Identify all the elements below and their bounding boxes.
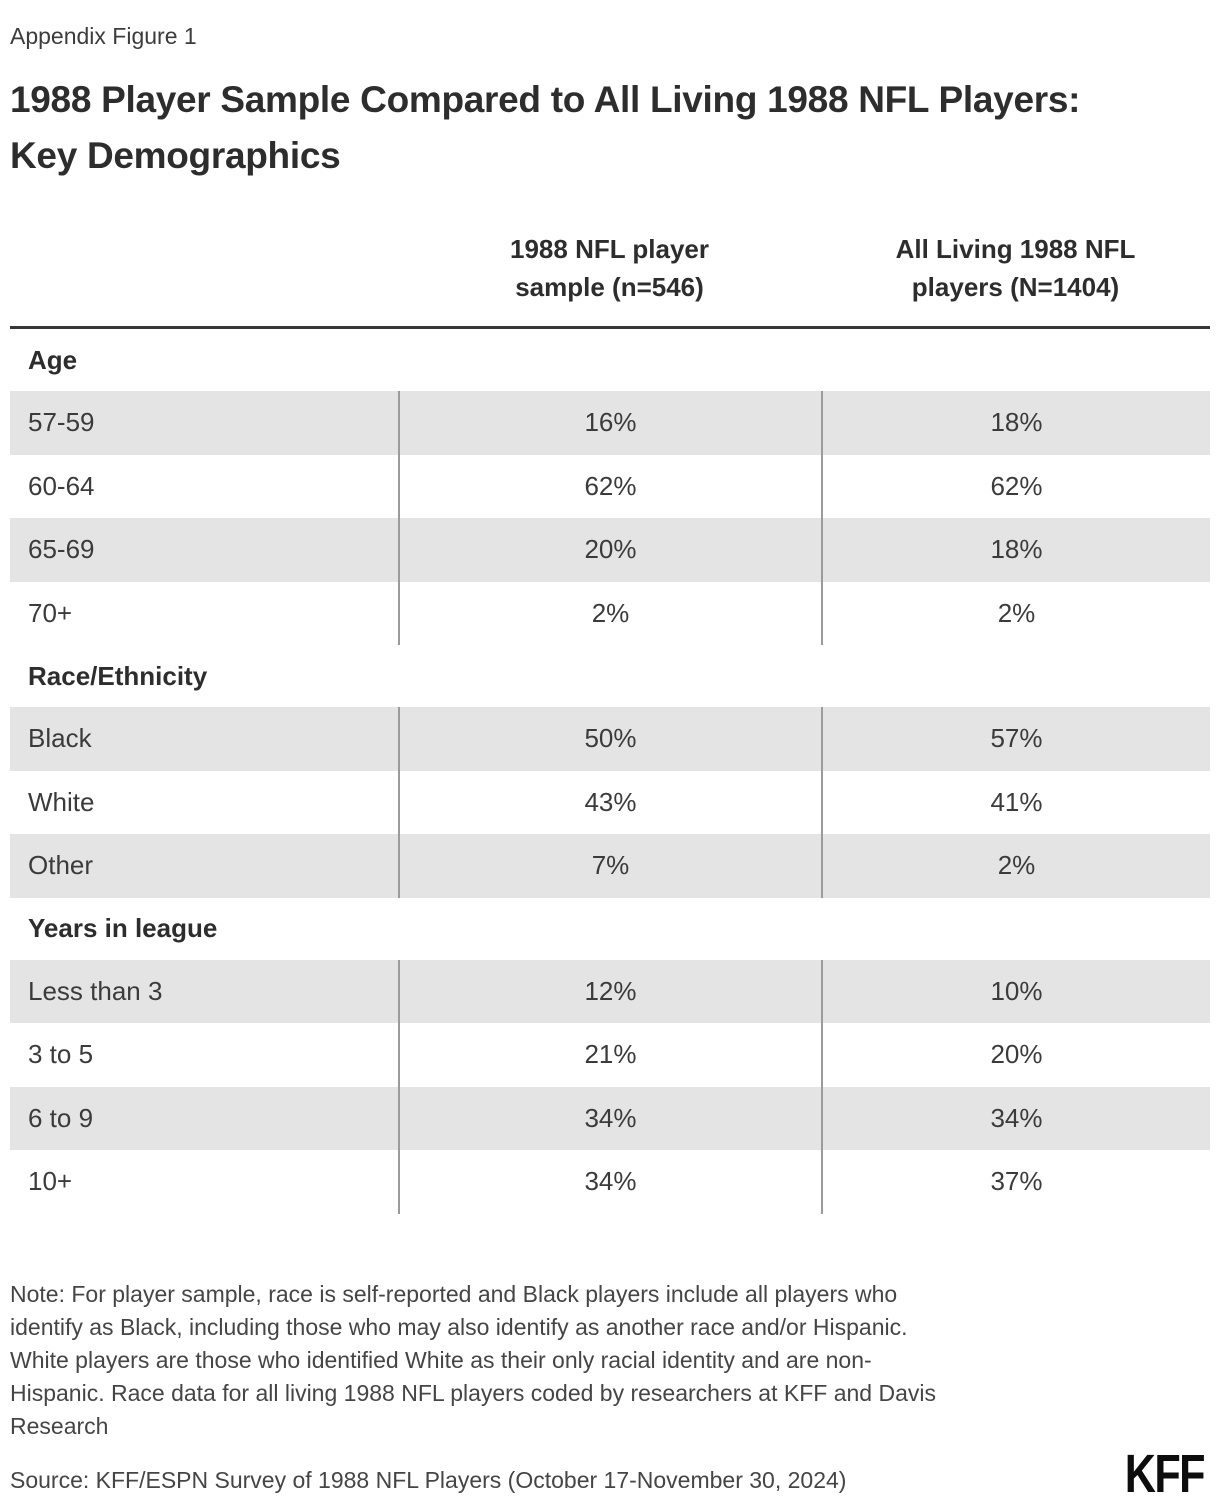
row-label: Other: [28, 850, 94, 881]
cell-sample-value: 2%: [398, 581, 821, 645]
cell-sample-value: 62%: [398, 454, 821, 518]
note-line-2: identify as Black, including those who m…: [10, 1313, 908, 1340]
row-label: 6 to 9: [28, 1102, 94, 1133]
kff-logo: KFF: [1124, 1443, 1206, 1504]
column-header-sample-line-2: sample (n=546): [515, 272, 704, 302]
table-row: 60-64 62% 62%: [10, 454, 1210, 518]
table-row: 70+ 2% 2%: [10, 581, 1210, 645]
row-label: Less than 3: [28, 975, 163, 1006]
cell-sample-value: 16%: [398, 391, 821, 455]
section-header-years-in-league: Years in league: [28, 913, 218, 943]
row-label: 65-69: [28, 534, 95, 565]
cell-sample-value: 21%: [398, 1023, 821, 1087]
cell-all-value: 20%: [821, 1023, 1210, 1087]
row-label: 10+: [28, 1166, 73, 1197]
column-header-spacer: [10, 230, 398, 306]
table-row: 65-69 20% 18%: [10, 518, 1210, 582]
cell-all-value: 57%: [821, 707, 1210, 771]
cell-all-value: 2%: [821, 581, 1210, 645]
table-row: 3 to 5 21% 20%: [10, 1023, 1210, 1087]
page-title: 1988 Player Sample Compared to All Livin…: [10, 72, 1210, 184]
table-row: Other 7% 2%: [10, 834, 1210, 898]
note-line-3: White players are those who identified W…: [10, 1346, 872, 1373]
table-row: 10+ 34% 37%: [10, 1150, 1210, 1214]
column-header-row: 1988 NFL player sample (n=546) All Livin…: [10, 230, 1210, 306]
cell-all-value: 10%: [821, 959, 1210, 1023]
cell-all-value: 62%: [821, 454, 1210, 518]
note-line-4: Hispanic. Race data for all living 1988 …: [10, 1379, 936, 1406]
table-row: White 43% 41%: [10, 770, 1210, 834]
column-header-all-players-line-2: players (N=1404): [911, 272, 1120, 302]
table-row: Less than 3 12% 10%: [10, 959, 1210, 1023]
source-text: Source: KFF/ESPN Survey of 1988 NFL Play…: [10, 1466, 847, 1493]
cell-sample-value: 20%: [398, 518, 821, 582]
row-label: 3 to 5: [28, 1039, 94, 1070]
cell-sample-value: 50%: [398, 707, 821, 771]
row-label: 60-64: [28, 470, 95, 501]
table-row: 6 to 9 34% 34%: [10, 1086, 1210, 1150]
section-header-race-ethnicity: Race/Ethnicity: [28, 660, 208, 691]
note-text: Note: For player sample, race is self-re…: [10, 1278, 1210, 1443]
figure-footer: Source: KFF/ESPN Survey of 1988 NFL Play…: [10, 1443, 1210, 1504]
row-label: Black: [28, 723, 92, 754]
column-header-all-players: All Living 1988 NFL players (N=1404): [821, 230, 1210, 306]
table-row: 57-59 16% 18%: [10, 391, 1210, 455]
cell-all-value: 2%: [821, 834, 1210, 898]
header-rule: [10, 326, 1210, 329]
note-line-5: Research: [10, 1412, 109, 1439]
page-title-line-2: Key Demographics: [10, 135, 341, 176]
row-label: 57-59: [28, 407, 95, 438]
cell-all-value: 37%: [821, 1150, 1210, 1214]
column-header-sample: 1988 NFL player sample (n=546): [398, 230, 821, 306]
cell-sample-value: 34%: [398, 1150, 821, 1214]
cell-sample-value: 12%: [398, 959, 821, 1023]
demographics-table: Age 57-59 16% 18% 60-64 62% 62% 65-69 20…: [10, 329, 1210, 1214]
cell-all-value: 18%: [821, 391, 1210, 455]
figure-label: Appendix Figure 1: [10, 23, 197, 49]
page-title-line-1: 1988 Player Sample Compared to All Livin…: [10, 79, 1081, 120]
row-label: White: [28, 786, 95, 817]
column-header-all-players-line-1: All Living 1988 NFL: [895, 234, 1136, 264]
cell-sample-value: 34%: [398, 1086, 821, 1150]
note-line-1: Note: For player sample, race is self-re…: [10, 1280, 898, 1307]
table-row: Black 50% 57%: [10, 707, 1210, 771]
section-header-age: Age: [28, 344, 78, 375]
column-header-sample-line-1: 1988 NFL player: [510, 234, 709, 264]
cell-all-value: 41%: [821, 770, 1210, 834]
cell-all-value: 34%: [821, 1086, 1210, 1150]
cell-sample-value: 7%: [398, 834, 821, 898]
row-label: 70+: [28, 597, 73, 628]
cell-all-value: 18%: [821, 518, 1210, 582]
cell-sample-value: 43%: [398, 770, 821, 834]
